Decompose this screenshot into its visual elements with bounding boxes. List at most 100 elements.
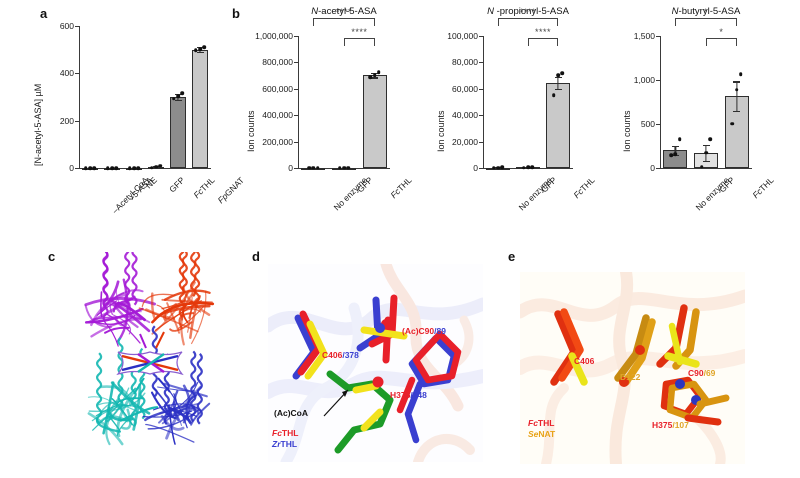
residue-c90-sticks bbox=[656, 304, 700, 370]
error-cap-top bbox=[733, 81, 741, 83]
y-tick bbox=[479, 115, 483, 117]
y-tick-label: 1,000 bbox=[633, 75, 655, 85]
panel-d-legend: FcTHL ZrTHL bbox=[272, 428, 298, 449]
error-cap-top bbox=[554, 76, 562, 79]
bar-fcthl bbox=[546, 82, 570, 168]
panel-b-2-title: N -propionyl-5-ASA bbox=[487, 6, 569, 17]
data-point bbox=[342, 165, 346, 170]
y-tick bbox=[75, 120, 79, 122]
panel-b-1-title: N-acetyl-5-ASA bbox=[311, 6, 377, 17]
label-ac-c90-89: (Ac)C90/89 bbox=[402, 326, 446, 336]
error-bar bbox=[674, 145, 676, 156]
bar-fpgnat bbox=[192, 49, 208, 168]
y-tick-label: 0 bbox=[650, 163, 655, 173]
error-bar bbox=[557, 76, 559, 89]
significance-stars: **** bbox=[351, 27, 368, 37]
data-point bbox=[560, 71, 564, 75]
y-tick bbox=[294, 115, 298, 117]
y-axis-line bbox=[483, 36, 485, 168]
y-tick bbox=[75, 73, 79, 75]
label-h375-348: H375/348 bbox=[390, 390, 427, 400]
y-tick-label: 60,000 bbox=[452, 83, 478, 94]
data-point bbox=[739, 72, 743, 77]
panel-label-c: c bbox=[48, 249, 56, 264]
significance-bracket bbox=[528, 38, 558, 46]
panel-c-structure bbox=[60, 252, 235, 474]
data-point bbox=[307, 166, 311, 170]
residue-d122-sticks bbox=[614, 314, 656, 387]
data-point bbox=[176, 94, 180, 99]
data-point bbox=[677, 137, 682, 141]
y-axis-line bbox=[298, 36, 300, 168]
fcthl-zrthl-overlay bbox=[268, 264, 483, 462]
y-tick-label: 20,000 bbox=[452, 136, 478, 147]
data-point bbox=[88, 166, 92, 170]
label-c406: C406 bbox=[574, 356, 595, 366]
panel-label-e: e bbox=[508, 249, 516, 264]
data-point bbox=[106, 166, 110, 170]
panel-b-chart-2: 0 20,000 40,000 60,000 80,000 100,000 Ion coun… bbox=[420, 0, 605, 240]
y-tick-label: 40,000 bbox=[452, 110, 478, 121]
data-point bbox=[346, 165, 350, 170]
data-point bbox=[530, 165, 534, 169]
significance-bracket bbox=[675, 18, 737, 26]
label-h375-107: H375/107 bbox=[652, 420, 689, 430]
x-tick-label: FcTHL bbox=[191, 175, 217, 201]
y-tick-label: 800,000 bbox=[262, 57, 293, 68]
y-tick-label: 400,000 bbox=[262, 110, 293, 121]
error-cap-bottom bbox=[733, 111, 741, 113]
y-tick-label: 200 bbox=[59, 115, 74, 126]
x-axis-line bbox=[660, 168, 752, 170]
panel-b-chart-3: 0 500 1,000 1,500 Ion counts N-butyryl-5-ASA N… bbox=[605, 0, 795, 240]
legend-item-fcthl: FcTHL bbox=[272, 428, 299, 438]
y-tick-label: 100,000 bbox=[447, 31, 478, 41]
significance-stars: **** bbox=[335, 7, 353, 17]
data-point bbox=[522, 165, 526, 170]
label-c406-378: C406/378 bbox=[322, 350, 359, 360]
data-point bbox=[202, 45, 206, 50]
subunit-top-left bbox=[84, 252, 157, 347]
y-tick bbox=[656, 168, 660, 169]
y-tick bbox=[479, 62, 483, 64]
significance-stars: * bbox=[703, 7, 709, 17]
y-tick-label: 1,000,000 bbox=[255, 31, 293, 41]
data-point bbox=[194, 48, 198, 53]
data-point bbox=[136, 166, 140, 170]
label-accoa: (Ac)CoA bbox=[274, 408, 308, 418]
y-axis-label: [N-acetyl-5-ASA] µM bbox=[33, 83, 43, 166]
y-tick bbox=[479, 141, 483, 143]
residue-c406-sticks bbox=[292, 310, 328, 380]
panel-label-d: d bbox=[252, 249, 260, 264]
label-c90-69: C90/69 bbox=[688, 368, 716, 378]
y-tick-label: 600,000 bbox=[262, 83, 293, 94]
panel-e-active-site: C406 D122 C90/69 H375/107 FcTHL SeNAT bbox=[520, 272, 745, 464]
data-point bbox=[132, 166, 136, 170]
tetramer-interface-core bbox=[116, 351, 184, 376]
error-cap-bottom bbox=[671, 155, 679, 157]
y-tick-label: 1,500 bbox=[633, 31, 655, 41]
data-point bbox=[150, 165, 154, 170]
data-point bbox=[172, 97, 176, 101]
residue-c90-sticks bbox=[356, 294, 408, 364]
y-tick bbox=[656, 36, 660, 37]
panel-b-3-title: N-butyryl-5-ASA bbox=[671, 6, 741, 17]
y-axis-label: Ion counts bbox=[246, 110, 256, 152]
significance-bracket bbox=[706, 38, 737, 46]
data-point bbox=[492, 166, 496, 170]
y-tick bbox=[75, 26, 79, 27]
data-point bbox=[669, 153, 673, 158]
data-point bbox=[734, 87, 739, 92]
significance-stars: * bbox=[719, 27, 724, 37]
data-point bbox=[110, 166, 114, 170]
error-cap-bottom bbox=[554, 88, 562, 90]
y-tick bbox=[294, 36, 298, 37]
error-cap-bottom bbox=[174, 99, 182, 102]
data-point bbox=[372, 73, 377, 77]
legend-item-zrthl: ZrTHL bbox=[272, 438, 298, 449]
data-point bbox=[496, 165, 500, 170]
legend-item-fcthl: FcTHL bbox=[528, 418, 555, 428]
data-point bbox=[338, 166, 342, 170]
error-cap-bottom bbox=[196, 52, 204, 54]
x-tick-label: GFP bbox=[167, 175, 187, 195]
panel-a-plot: 0 200 400 600 [N-acetyl-5-ASA] µM –Acetyl-CoA… bbox=[33, 21, 246, 215]
